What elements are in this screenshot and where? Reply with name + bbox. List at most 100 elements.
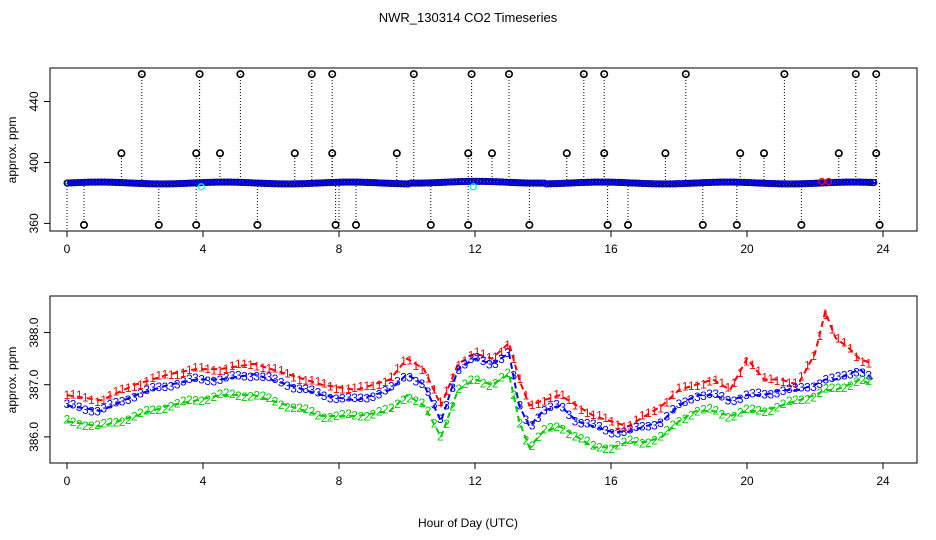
series-marker-1: 1 [504, 338, 511, 352]
series-marker-2: 2 [229, 387, 236, 401]
outlier-point [464, 149, 473, 158]
series-marker-3: 3 [376, 387, 383, 401]
series-marker-2: 2 [235, 389, 242, 403]
series-marker-3: 3 [504, 346, 511, 360]
series-marker-3: 3 [211, 374, 218, 388]
series-marker-1: 1 [651, 404, 658, 418]
series-marker-1: 1 [357, 379, 364, 393]
series-marker-1: 1 [792, 376, 799, 390]
series-marker-3: 3 [523, 413, 530, 427]
series-marker-1: 1 [339, 383, 346, 397]
series-marker-2: 2 [798, 393, 805, 407]
x-tick-label: 20 [740, 242, 754, 256]
series-marker-1: 1 [737, 366, 744, 380]
x-tick-label: 24 [876, 474, 890, 488]
outlier-point [392, 149, 401, 158]
series-marker-2: 2 [70, 415, 77, 429]
series-marker-2: 2 [162, 402, 169, 416]
series-marker-2: 2 [614, 438, 621, 452]
series-marker-1: 1 [510, 352, 517, 366]
series-marker-2: 2 [663, 424, 670, 438]
series-marker-3: 3 [829, 371, 836, 385]
series-marker-2: 2 [823, 381, 830, 395]
series-marker-2: 2 [835, 381, 842, 395]
series-marker-1: 1 [498, 345, 505, 359]
series-marker-1: 1 [315, 374, 322, 388]
series-marker-2: 2 [461, 377, 468, 391]
series-marker-3: 3 [474, 350, 481, 364]
series-marker-3: 3 [547, 400, 554, 414]
series-marker-2: 2 [247, 390, 254, 404]
series-marker-3: 3 [621, 425, 628, 439]
chart-title: NWR_130314 CO2 Timeseries [379, 10, 558, 25]
series-marker-2: 2 [437, 430, 444, 444]
series-marker-3: 3 [627, 423, 634, 437]
series-marker-2: 2 [535, 430, 542, 444]
series-marker-3: 3 [217, 373, 224, 387]
series-marker-3: 3 [786, 382, 793, 396]
series-marker-3: 3 [302, 382, 309, 396]
outlier-point [872, 70, 881, 79]
series-marker-1: 1 [455, 358, 462, 372]
series-marker-3: 3 [780, 384, 787, 398]
series-marker-3: 3 [853, 366, 860, 380]
series-marker-1: 1 [517, 372, 524, 386]
outlier-point [331, 220, 340, 229]
series-marker-3: 3 [608, 427, 615, 441]
series-marker-2: 2 [602, 442, 609, 456]
series-marker-3: 3 [590, 417, 597, 431]
series-marker-2: 2 [865, 374, 872, 388]
series-marker-2: 2 [119, 415, 126, 429]
series-marker-3: 3 [241, 370, 248, 384]
series-marker-3: 3 [412, 375, 419, 389]
series-marker-3: 3 [682, 395, 689, 409]
series-marker-1: 1 [204, 362, 211, 376]
series-marker-3: 3 [125, 393, 132, 407]
series-marker-2: 2 [657, 430, 664, 444]
series-marker-3: 3 [645, 419, 652, 433]
series-marker-2: 2 [786, 394, 793, 408]
x-tick-label: 8 [336, 242, 343, 256]
series-marker-2: 2 [829, 381, 836, 395]
series-marker-1: 1 [565, 393, 572, 407]
series-marker-2: 2 [259, 389, 266, 403]
outlier-point [579, 70, 588, 79]
series-marker-3: 3 [235, 369, 242, 383]
outlier-point [698, 220, 707, 229]
series-marker-1: 1 [602, 411, 609, 425]
series-marker-3: 3 [168, 379, 175, 393]
x-tick-label: 16 [604, 242, 618, 256]
series-marker-2: 2 [419, 396, 426, 410]
series-marker-1: 1 [253, 360, 260, 374]
series-marker-2: 2 [480, 377, 487, 391]
series-line-3 [66, 351, 874, 433]
series-marker-3: 3 [694, 390, 701, 404]
series-marker-3: 3 [755, 386, 762, 400]
series-marker-3: 3 [792, 381, 799, 395]
series-marker-1: 1 [816, 329, 823, 343]
series-marker-2: 2 [621, 435, 628, 449]
data-point-cyan [469, 183, 477, 191]
series-marker-1: 1 [290, 370, 297, 384]
series-marker-2: 2 [523, 434, 530, 448]
panel-bottom-ylabel: approx. ppm [5, 347, 19, 414]
series-marker-1: 1 [541, 395, 548, 409]
series-marker-1: 1 [492, 350, 499, 364]
series-marker-1: 1 [149, 371, 156, 385]
series-marker-1: 1 [523, 389, 530, 403]
series-marker-1: 1 [419, 363, 426, 377]
data-point-red [818, 177, 826, 186]
series-marker-2: 2 [492, 376, 499, 390]
series-marker-1: 1 [180, 366, 187, 380]
series-marker-2: 2 [816, 386, 823, 400]
series-marker-2: 2 [565, 427, 572, 441]
outlier-point [236, 70, 245, 79]
series-marker-1: 1 [437, 395, 444, 409]
series-marker-2: 2 [125, 413, 132, 427]
series-marker-3: 3 [480, 354, 487, 368]
series-marker-1: 1 [584, 406, 591, 420]
outlier-point [467, 70, 476, 79]
series-marker-1: 1 [64, 388, 71, 402]
series-marker-3: 3 [743, 388, 750, 402]
series-marker-2: 2 [394, 397, 401, 411]
